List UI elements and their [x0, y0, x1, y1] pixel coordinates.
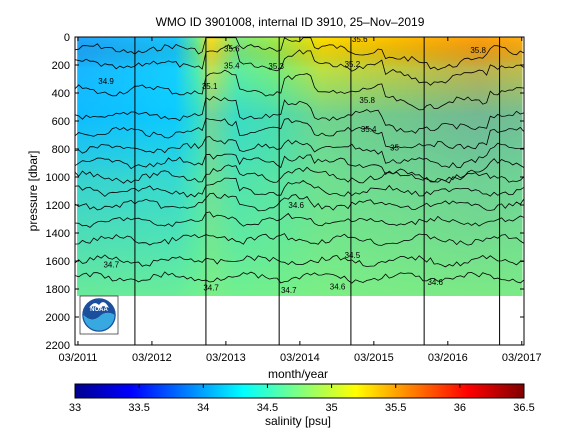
colorbar-ticks: 33 33.5 34 34.5 35 35.5 36 36.5 — [69, 384, 535, 414]
contour-label: 35 — [390, 143, 399, 152]
contour-label: 35.2 — [345, 60, 361, 69]
salinity-plot-area: 34.7 34.7 34.7 34.6 34.5 34.6 34.6 35.6 35.4 35.3… — [75, 35, 524, 345]
contour-label: 34.7 — [203, 283, 219, 292]
x-axis-label: month/year — [268, 367, 328, 381]
x-tick-label: 03/2016 — [428, 352, 468, 364]
contour-label: 35.6 — [352, 35, 368, 44]
contour-label: 34.6 — [427, 278, 443, 287]
x-tick-label: 03/2014 — [280, 352, 320, 364]
contour-line — [75, 37, 524, 71]
y-tick-label: 1400 — [46, 228, 70, 240]
contour-line — [75, 177, 524, 198]
colorbar-tick-label: 33.5 — [128, 402, 149, 414]
y-tick-label: 800 — [52, 144, 70, 156]
x-tick-label: 03/2015 — [354, 352, 394, 364]
contour-label: 34.5 — [345, 251, 361, 260]
x-tick-label: 03/2017 — [502, 352, 542, 364]
contour-line — [75, 136, 524, 169]
salinity-contours — [75, 37, 524, 284]
y-tick-label: 200 — [52, 60, 70, 72]
contour-line — [75, 69, 524, 111]
y-tick-label: 400 — [52, 88, 70, 100]
colorbar-tick-label: 34 — [197, 402, 209, 414]
noaa-logo: NOAA — [79, 295, 119, 335]
profile-separator-lines — [134, 37, 501, 345]
colorbar-label: salinity [psu] — [265, 414, 331, 428]
contour-label: 34.6 — [330, 283, 346, 292]
contour-line — [75, 211, 524, 228]
contour-labels: 34.7 34.7 34.7 34.6 34.5 34.6 34.6 35.6 35.4 35.3… — [98, 35, 486, 295]
contour-label: 35.4 — [224, 62, 240, 71]
y-tick-label: 600 — [52, 116, 70, 128]
contour-label: 35.1 — [202, 82, 218, 91]
y-tick-label: 1800 — [46, 284, 70, 296]
x-tick-label: 03/2013 — [206, 352, 246, 364]
contour-label: 34.7 — [103, 260, 119, 269]
y-tick-label: 1000 — [46, 172, 70, 184]
svg-text:NOAA: NOAA — [90, 307, 108, 313]
contour-line — [75, 96, 524, 134]
y-axis: 0 200 400 600 800 1000 1200 1400 1600 1800 2000 220… — [46, 32, 524, 352]
x-tick-label: 03/2011 — [58, 352, 97, 364]
colorbar-tick-label: 36.5 — [513, 402, 534, 414]
contour-line — [75, 153, 524, 184]
colorbar: 33 33.5 34 34.5 35 35.5 36 36.5 salinity [psu] — [69, 383, 535, 428]
y-tick-label: 2200 — [46, 340, 70, 352]
x-axis: 03/2011 03/2012 03/2013 03/2014 03/2015 03/20… — [58, 37, 542, 364]
contour-label: 34.6 — [288, 201, 304, 210]
contour-label: 35.6 — [224, 45, 240, 54]
y-tick-label: 0 — [64, 32, 70, 44]
y-tick-label: 1600 — [46, 256, 70, 268]
contour-label: 35.8 — [470, 46, 486, 55]
contour-line — [75, 117, 524, 150]
contour-label: 35.4 — [361, 125, 377, 134]
y-tick-label: 2000 — [46, 312, 70, 324]
x-tick-label: 03/2012 — [132, 352, 172, 364]
colorbar-tick-label: 35.5 — [385, 402, 406, 414]
contour-line — [75, 192, 524, 212]
chart-title: WMO ID 3901008, internal ID 3910, 25–Nov… — [156, 15, 425, 29]
colorbar-tick-label: 36 — [454, 402, 466, 414]
colorbar-tick-label: 33 — [69, 402, 81, 414]
contour-label: 34.7 — [281, 286, 297, 295]
contour-line — [75, 254, 524, 268]
colorbar-scale — [74, 383, 525, 399]
contour-line — [75, 164, 524, 184]
contour-label: 34.9 — [98, 77, 114, 86]
contour-label: 35.3 — [268, 62, 284, 71]
contour-label: 35.8 — [359, 96, 375, 105]
y-axis-label: pressure [dbar] — [26, 151, 40, 232]
contour-line — [75, 44, 524, 86]
contour-line — [75, 233, 524, 246]
y-tick-label: 1200 — [46, 200, 70, 212]
contour-line — [75, 271, 524, 284]
colorbar-tick-label: 35 — [325, 402, 337, 414]
colorbar-tick-label: 34.5 — [257, 402, 278, 414]
